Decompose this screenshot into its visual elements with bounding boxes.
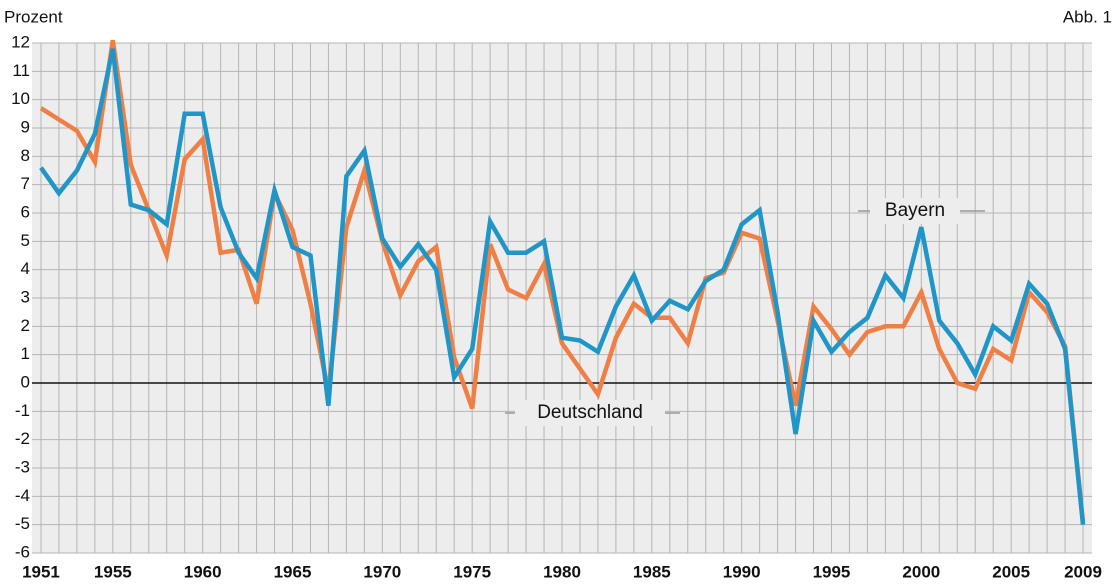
x-tick-label: 1970 [363, 562, 401, 581]
y-tick-label: 7 [21, 174, 30, 193]
figure-label-box [1068, 6, 1118, 30]
x-tick-label: 1955 [94, 562, 132, 581]
y-tick-label: 3 [21, 287, 30, 306]
x-tick-label: 1990 [723, 562, 761, 581]
label-background [515, 400, 665, 426]
x-tick-label: 1995 [813, 562, 851, 581]
y-tick-label: 0 [21, 372, 30, 391]
y-tick-label: 8 [21, 146, 30, 165]
y-tick-label: 12 [11, 32, 30, 51]
y-tick-label: -5 [15, 514, 30, 533]
y-tick-label: -2 [15, 429, 30, 448]
label-background [870, 198, 960, 224]
y-axis-label: Prozent [4, 7, 63, 26]
annotation: Bayern [885, 200, 945, 221]
x-tick-label: 2005 [992, 562, 1030, 581]
series-line [39, 39, 1086, 523]
x-tick-label: 1975 [453, 562, 491, 581]
x-tick-label: 1960 [184, 562, 222, 581]
y-tick-label: 11 [12, 61, 30, 80]
x-tick-label: 1965 [274, 562, 312, 581]
series-line [39, 48, 1086, 525]
annotation-bayern: Bayern [858, 198, 985, 224]
annotation: Deutschland [537, 402, 643, 423]
y-tick-label: 5 [21, 231, 30, 250]
x-tick-label: 2009 [1064, 562, 1102, 581]
y-tick-label: -6 [15, 542, 30, 561]
marks: 1951 1955 1960 1965 1970 1975 1980 1985 1990 1995… [11, 32, 1102, 581]
y-tick-label: -3 [15, 457, 30, 476]
y-tick-label: 2 [21, 316, 30, 335]
annotation-deutschland: Deutschland [505, 400, 680, 426]
x-tick-label: 2000 [902, 562, 940, 581]
figure-label: Abb. 1 [1063, 7, 1112, 26]
y-tick-label: 10 [11, 89, 30, 108]
y-tick-label: 9 [21, 117, 30, 136]
y-tick-label: 6 [21, 202, 30, 221]
y-tick-label: -4 [15, 486, 30, 505]
x-tick-label: 1951 [22, 562, 60, 581]
x-tick-label: 1980 [543, 562, 581, 581]
y-tick-label: 1 [21, 344, 30, 363]
x-tick-label: 1985 [633, 562, 671, 581]
y-tick-label: 4 [21, 259, 30, 278]
y-tick-label: -1 [15, 401, 30, 420]
